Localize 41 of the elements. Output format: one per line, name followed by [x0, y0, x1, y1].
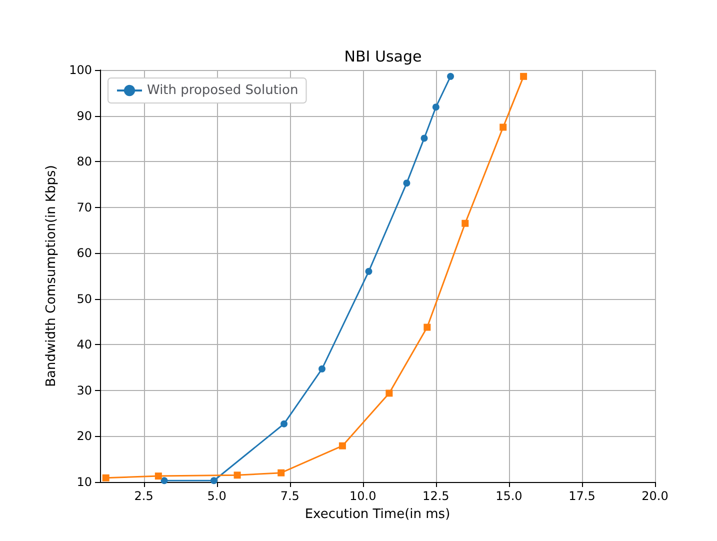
point	[520, 72, 528, 80]
point	[160, 477, 168, 484]
point	[154, 472, 162, 480]
y-axis-title: Bandwidth Comsumption(in Kbps)	[44, 165, 60, 387]
x-axis-title: Execution Time(in ms)	[304, 507, 450, 522]
x-tick-label: 5.0	[207, 489, 226, 503]
point	[386, 390, 393, 397]
y-tick-label: 90	[76, 108, 92, 123]
x-tick-label: 2.5	[134, 489, 154, 503]
y-tick-label: 60	[76, 246, 92, 260]
point	[462, 220, 469, 227]
point	[447, 72, 454, 80]
point	[403, 180, 410, 187]
point	[365, 268, 372, 275]
x-tick-label: 12.5	[422, 489, 450, 503]
point	[210, 477, 218, 484]
x-tick-label: 7.5	[280, 489, 300, 503]
x-tick-label: 20.0	[642, 489, 668, 503]
legend-label: With proposed Solution	[147, 83, 298, 98]
point	[318, 365, 326, 372]
y-tick-label: 10	[76, 475, 92, 489]
point	[500, 124, 507, 131]
x-tick-label: 15.0	[496, 489, 522, 503]
point	[234, 472, 241, 479]
point	[338, 442, 346, 450]
y-tick-label: 80	[76, 154, 92, 169]
y-tick-label: 20	[76, 429, 92, 444]
point	[424, 324, 431, 331]
y-tick-label: 30	[76, 383, 92, 398]
chart-title: NBI Usage	[344, 48, 422, 66]
x-tick-label: 10.0	[350, 489, 376, 503]
y-tick-label: 40	[76, 338, 92, 352]
point	[420, 134, 428, 142]
point	[278, 469, 285, 476]
y-tick-label: 100	[69, 63, 92, 77]
x-tick-label: 17.5	[568, 489, 596, 503]
point	[102, 474, 110, 482]
y-tick-label: 70	[76, 200, 92, 214]
point	[280, 420, 288, 428]
point	[432, 104, 440, 111]
y-tick-label: 50	[76, 292, 92, 306]
